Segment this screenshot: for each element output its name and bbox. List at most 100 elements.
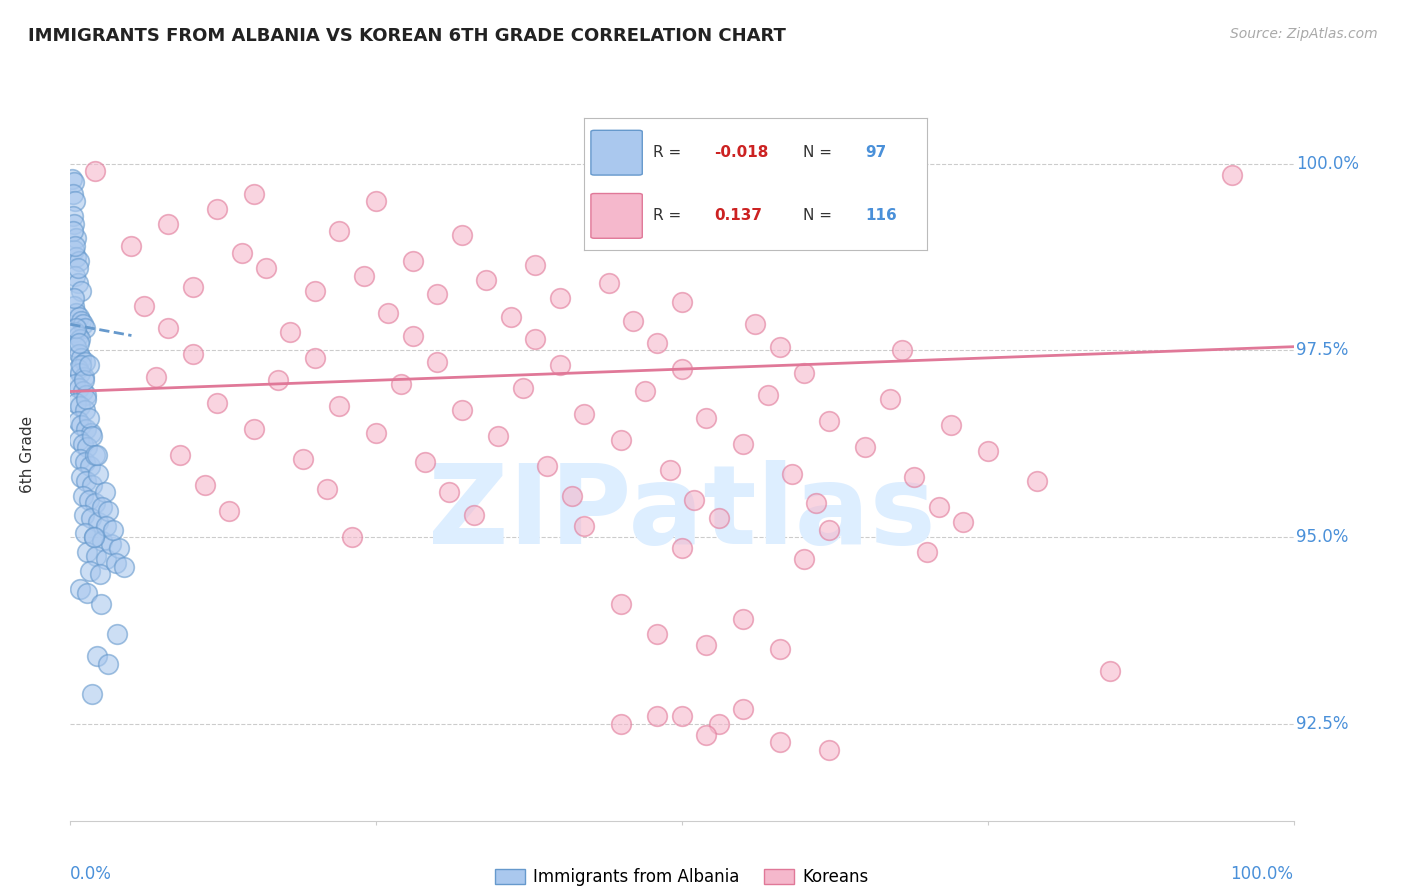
Point (63, 239, 86, 253)
Point (132, 299, 155, 313)
Point (63, 299, 86, 313)
Point (91, 533, 114, 548)
Point (63, 268, 86, 283)
Point (66, 328, 89, 343)
Point (67, 433, 90, 447)
Point (817, 523, 839, 537)
Point (86, 448, 108, 462)
Point (83, 164, 105, 178)
Point (76, 545, 98, 559)
Point (915, 545, 938, 559)
Text: 92.5%: 92.5% (1296, 714, 1348, 732)
Text: 0.0%: 0.0% (70, 864, 112, 882)
Point (82, 687, 104, 701)
Point (66, 261, 89, 276)
Point (671, 709, 693, 723)
Point (67, 335, 90, 350)
Point (70, 284, 93, 298)
Point (218, 504, 240, 518)
Point (82, 429, 104, 443)
Point (157, 321, 180, 335)
Point (524, 332, 547, 346)
Point (73, 455, 96, 469)
Text: 100.0%: 100.0% (1230, 864, 1294, 882)
Point (328, 400, 350, 414)
Point (83, 530, 105, 544)
Point (610, 433, 633, 447)
Text: 95.0%: 95.0% (1296, 528, 1348, 546)
Point (100, 537, 122, 551)
Point (536, 459, 558, 474)
Point (304, 351, 326, 365)
Point (121, 239, 143, 253)
Point (94, 552, 117, 566)
Point (65, 340, 87, 354)
Point (65, 321, 87, 335)
Point (105, 627, 128, 641)
Point (780, 467, 803, 481)
Point (77, 410, 100, 425)
Point (62, 224, 84, 238)
Point (69, 332, 91, 346)
Point (1220, 168, 1243, 182)
Point (65, 395, 87, 409)
Point (243, 186, 266, 201)
Point (69, 366, 91, 380)
Point (69, 582, 91, 597)
Point (450, 403, 472, 417)
Point (610, 597, 633, 611)
Point (855, 441, 877, 455)
Point (72, 489, 94, 503)
Point (267, 373, 290, 387)
Point (67, 381, 90, 395)
Point (769, 735, 792, 749)
Point (769, 642, 792, 657)
Point (647, 709, 669, 723)
Point (72, 436, 94, 450)
Point (1025, 474, 1047, 488)
Point (83, 530, 105, 544)
Point (499, 310, 522, 324)
Point (97, 504, 120, 518)
Point (488, 429, 510, 443)
Point (733, 436, 755, 450)
Point (475, 272, 498, 286)
Point (70, 313, 93, 327)
Point (450, 227, 472, 242)
Point (647, 627, 669, 641)
Point (65, 306, 87, 320)
Point (439, 485, 461, 500)
Point (671, 362, 693, 376)
Point (79, 564, 101, 578)
Point (671, 294, 693, 309)
Point (744, 318, 766, 332)
Point (389, 377, 412, 392)
Point (73, 354, 96, 368)
Point (426, 287, 449, 301)
Point (79, 459, 101, 474)
Point (316, 482, 339, 496)
Point (572, 518, 595, 533)
Point (952, 515, 974, 529)
Point (76, 586, 98, 600)
Point (598, 277, 620, 291)
Point (73, 373, 96, 387)
Point (101, 523, 124, 537)
Point (83, 496, 105, 510)
Point (561, 489, 583, 503)
Point (793, 552, 815, 566)
Text: Source: ZipAtlas.com: Source: ZipAtlas.com (1230, 27, 1378, 41)
Point (87, 515, 110, 529)
Point (62, 186, 84, 201)
Point (806, 496, 828, 510)
Point (75, 392, 97, 406)
Point (63, 291, 86, 305)
Point (291, 451, 314, 466)
Point (73, 403, 96, 417)
Point (928, 500, 950, 515)
Point (67, 347, 90, 361)
Point (89, 567, 111, 582)
Point (769, 340, 792, 354)
Point (463, 508, 485, 522)
Point (621, 313, 644, 327)
